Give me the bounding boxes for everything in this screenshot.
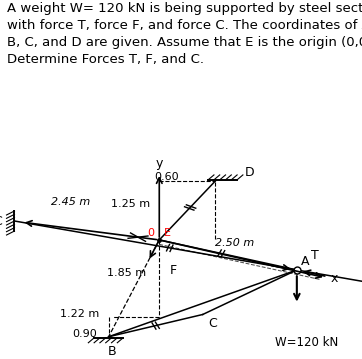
Text: A: A [301,255,310,268]
Text: 1.25 m: 1.25 m [111,199,150,209]
Text: 2.45 m: 2.45 m [51,196,90,206]
Text: D: D [244,166,254,179]
Text: 2.50 m: 2.50 m [215,238,254,248]
Text: 1.85 m: 1.85 m [108,268,147,278]
Text: x: x [330,272,337,285]
Text: A weight W= 120 kN is being supported by steel sections
with force T, force F, a: A weight W= 120 kN is being supported by… [7,2,362,66]
Text: 0: 0 [147,228,154,238]
Text: 0.90: 0.90 [73,329,97,339]
Text: F: F [170,264,177,278]
Text: E: E [164,228,171,238]
Text: C: C [208,317,217,330]
Text: 0.60: 0.60 [154,172,179,182]
Text: C: C [0,214,2,228]
Text: 1.22 m: 1.22 m [60,309,99,319]
Text: B: B [108,345,117,358]
Text: W=120 kN: W=120 kN [275,336,338,349]
Text: T: T [311,249,319,262]
Text: y: y [156,157,163,170]
